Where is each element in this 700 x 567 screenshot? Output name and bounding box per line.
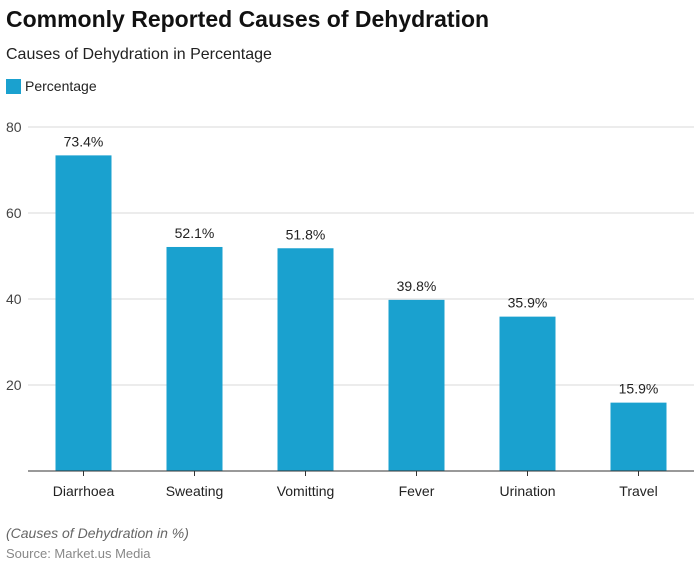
bar	[55, 155, 112, 471]
bar	[499, 316, 556, 471]
bar	[277, 248, 334, 471]
chart-title: Commonly Reported Causes of Dehydration	[6, 6, 490, 32]
x-tick-label: Diarrhoea	[53, 483, 115, 499]
data-label: 35.9%	[508, 295, 548, 311]
data-label: 52.1%	[175, 225, 215, 241]
bar	[388, 299, 445, 471]
y-tick-label: 80	[6, 119, 22, 135]
x-tick-label: Urination	[499, 483, 555, 499]
data-label: 73.4%	[64, 133, 104, 149]
legend-swatch	[6, 78, 21, 94]
chart-subtitle: Causes of Dehydration in Percentage	[6, 46, 272, 63]
y-tick-label: 60	[6, 205, 22, 221]
x-tick-label: Travel	[619, 483, 657, 499]
x-tick-label: Sweating	[166, 483, 224, 499]
y-tick-label: 20	[6, 377, 22, 393]
bar	[610, 402, 667, 471]
data-label: 39.8%	[397, 278, 437, 294]
x-tick-label: Vomitting	[277, 483, 335, 499]
chart-source: Source: Market.us Media	[6, 546, 151, 561]
bar	[166, 246, 223, 471]
chart-note: (Causes of Dehydration in %)	[6, 525, 189, 541]
y-tick-label: 40	[6, 291, 22, 307]
data-label: 15.9%	[619, 381, 659, 397]
x-tick-label: Fever	[399, 483, 435, 499]
data-label: 51.8%	[286, 226, 326, 242]
legend-label: Percentage	[25, 78, 97, 94]
legend: Percentage	[6, 78, 97, 94]
